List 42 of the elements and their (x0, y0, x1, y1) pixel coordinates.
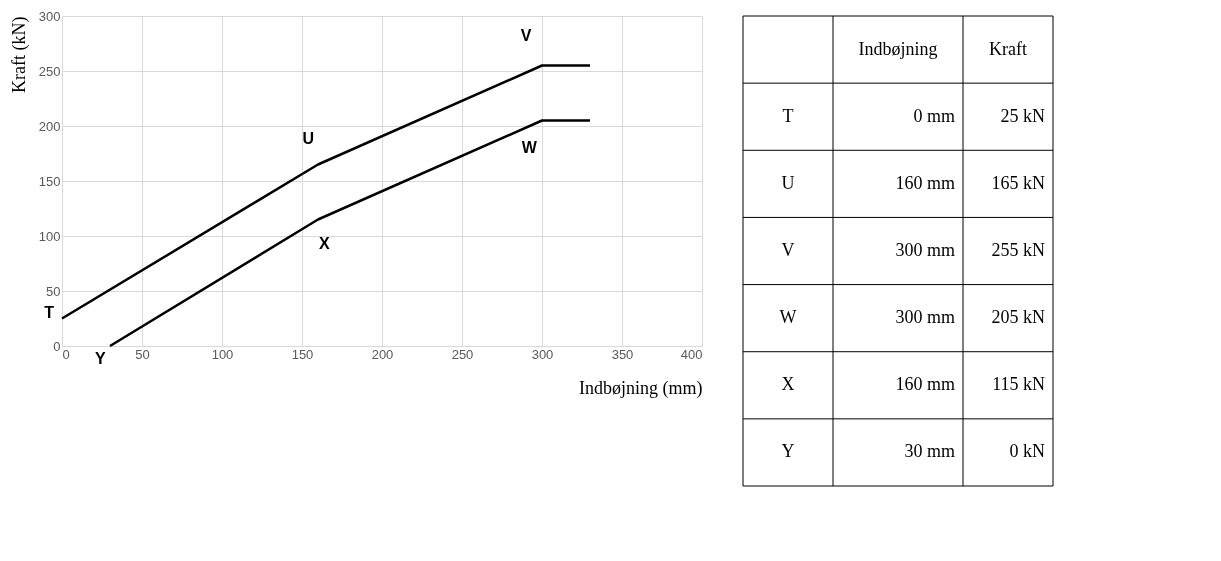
y-tick-label: 150 (38, 173, 61, 189)
text: 160 mm (895, 374, 955, 395)
category-label: Y (781, 441, 795, 462)
category-label: W (779, 307, 797, 328)
x-tick-label: 400 (680, 346, 703, 362)
y-tick-label: 300 (38, 8, 61, 24)
x-tick-label: 250 (451, 346, 474, 362)
category-label: Kraft (989, 38, 1027, 59)
y-tick-label: 100 (38, 228, 61, 244)
text: 205 kN (991, 307, 1045, 328)
text: 0 mm (913, 105, 955, 126)
text: 160 mm (895, 172, 955, 193)
y-tick-label: 250 (38, 63, 61, 79)
category-label: U (781, 172, 795, 193)
y-axis-title: Kraft (kN) (8, 16, 30, 93)
x-tick-label: 50 (135, 346, 150, 362)
category-label: V (781, 240, 795, 260)
annotation: W (521, 139, 538, 156)
y-tick-label: 200 (38, 118, 61, 134)
text: 30 mm (904, 441, 955, 462)
x-tick-label: 350 (611, 346, 634, 362)
x-axis-title: Indbøjning (mm) (579, 377, 703, 399)
x-tick-label: 150 (291, 346, 314, 362)
annotation: T (44, 304, 55, 321)
category-label: Indbøjning (858, 38, 938, 59)
x-tick-label: 200 (371, 346, 394, 362)
x-tick-label: 100 (211, 346, 234, 362)
annotation: U (302, 130, 315, 148)
category-label: T (782, 105, 794, 126)
text: 165 kN (991, 172, 1045, 193)
text: 300 mm (895, 240, 955, 260)
text: 300 mm (895, 307, 955, 328)
text: 0 kN (1009, 441, 1045, 462)
category-label: X (781, 374, 795, 395)
annotation: Y (95, 350, 107, 368)
text: 115 kN (992, 374, 1045, 395)
annotation: X (319, 234, 331, 252)
annotation: V (520, 26, 532, 44)
x-tick-label: 300 (531, 346, 554, 362)
text: 255 kN (991, 240, 1045, 260)
y-tick-label: 50 (46, 283, 61, 299)
text: 25 kN (1000, 105, 1045, 126)
